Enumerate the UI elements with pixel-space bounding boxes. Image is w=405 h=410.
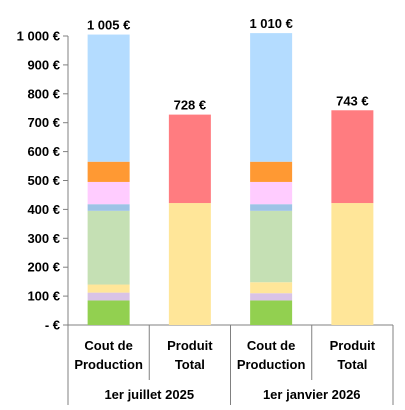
bar-segment: [87, 181, 130, 205]
category-label: Production: [237, 357, 306, 372]
bar-segment: [331, 110, 374, 204]
group-label: 1er juillet 2025: [104, 387, 194, 402]
bar-segment: [250, 181, 293, 205]
y-tick-label: 600 €: [27, 144, 60, 159]
bar-segment: [87, 292, 130, 301]
y-tick-label: 500 €: [27, 173, 60, 188]
bar-segment: [250, 210, 293, 283]
y-tick-label: - €: [45, 318, 60, 333]
bar-segment: [250, 293, 293, 301]
category-label: Cout de: [84, 338, 132, 353]
y-tick-label: 700 €: [27, 115, 60, 130]
category-label: Produit: [167, 338, 213, 353]
bar-total-label: 743 €: [336, 93, 369, 108]
group-label: 1er janvier 2026: [263, 387, 361, 402]
bar-segment: [250, 33, 293, 162]
bar-segment: [87, 161, 130, 182]
bar-segment: [250, 300, 293, 325]
bar-segment: [331, 203, 374, 325]
bar-segment: [168, 203, 211, 325]
bar-segment: [87, 34, 130, 162]
category-label: Production: [74, 357, 143, 372]
bar-segment: [168, 114, 211, 204]
bar-total-label: 728 €: [174, 98, 207, 113]
bar-segment: [250, 204, 293, 211]
category-label: Total: [175, 357, 205, 372]
y-tick-label: 100 €: [27, 289, 60, 304]
category-label: Cout de: [247, 338, 295, 353]
bar-segment: [87, 204, 130, 211]
category-label: Produit: [330, 338, 376, 353]
bar-segment: [250, 282, 293, 294]
y-tick-label: 1 000 €: [17, 29, 60, 44]
y-tick-label: 400 €: [27, 202, 60, 217]
bar-segment: [87, 284, 130, 293]
bar-segment: [250, 161, 293, 182]
bar-segment: [87, 300, 130, 325]
y-tick-label: 900 €: [27, 57, 60, 72]
bar-total-label: 1 005 €: [87, 18, 130, 33]
bar-total-label: 1 010 €: [249, 16, 292, 31]
bar-segment: [87, 210, 130, 285]
y-tick-label: 200 €: [27, 260, 60, 275]
y-tick-label: 300 €: [27, 231, 60, 246]
y-tick-label: 800 €: [27, 86, 60, 101]
category-label: Total: [337, 357, 367, 372]
